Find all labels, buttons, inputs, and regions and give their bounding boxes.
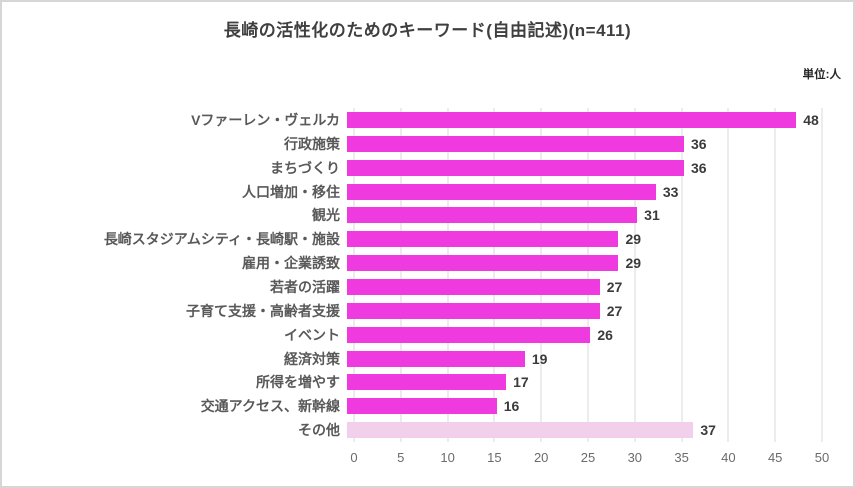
x-axis-tick-label: 0 bbox=[350, 450, 358, 465]
gridline bbox=[540, 108, 542, 442]
bar bbox=[347, 278, 600, 295]
bar-track: 33 bbox=[347, 180, 815, 204]
bar-track: 27 bbox=[347, 275, 815, 299]
bar-row: 子育て支援・高齢者支援 27 bbox=[2, 299, 853, 323]
x-axis-tick-label: 15 bbox=[487, 450, 502, 465]
bar-track: 48 bbox=[347, 108, 819, 132]
bar bbox=[347, 350, 525, 367]
bar bbox=[347, 398, 497, 415]
category-label: イベント bbox=[284, 326, 340, 343]
bar-track: 27 bbox=[347, 299, 815, 323]
bar bbox=[347, 111, 797, 128]
bar-row: 所得を増やす 17 bbox=[2, 370, 853, 394]
bar-value-label: 26 bbox=[597, 326, 613, 343]
bar-track: 29 bbox=[347, 227, 815, 251]
bar-track: 31 bbox=[347, 203, 815, 227]
bar-track: 36 bbox=[347, 156, 815, 180]
bar-value-label: 33 bbox=[662, 183, 679, 200]
bar-value-label: 19 bbox=[531, 350, 548, 367]
bar bbox=[347, 135, 684, 152]
bar-value-label: 27 bbox=[606, 302, 623, 319]
bar-row: 交通アクセス、新幹線 16 bbox=[2, 394, 853, 418]
bar bbox=[347, 231, 619, 248]
x-axis-tick-label: 45 bbox=[767, 450, 783, 465]
bar-row: 人口増加・移住 33 bbox=[2, 180, 853, 204]
bar-track: 29 bbox=[347, 251, 815, 275]
category-label: 経済対策 bbox=[284, 350, 340, 367]
bar bbox=[347, 183, 656, 200]
category-label: 長崎スタジアムシティ・長崎駅・施設 bbox=[103, 231, 340, 248]
bar bbox=[347, 302, 600, 319]
bar-value-label: 36 bbox=[690, 159, 707, 176]
x-axis-tick-label: 20 bbox=[533, 450, 549, 465]
bar-track: 16 bbox=[347, 394, 815, 418]
category-label: 所得を増やす bbox=[256, 374, 340, 391]
gridline bbox=[353, 108, 355, 442]
category-label: その他 bbox=[298, 422, 340, 439]
x-axis-tick-label: 25 bbox=[580, 450, 596, 465]
bar bbox=[347, 374, 507, 391]
x-axis-tick-label: 50 bbox=[814, 450, 830, 465]
x-axis-tick-label: 10 bbox=[440, 450, 455, 465]
bar-rows: Vファーレン・ヴェルカ 48 行政施策 36 まちづくり 36 人口増加・移住 … bbox=[2, 108, 853, 442]
gridline bbox=[493, 108, 495, 442]
bar bbox=[347, 326, 591, 343]
bar-track: 19 bbox=[347, 347, 815, 371]
gridline bbox=[634, 108, 636, 442]
bar-value-label: 48 bbox=[803, 111, 819, 128]
gridline bbox=[400, 108, 402, 442]
category-label: まちづくり bbox=[270, 159, 340, 176]
category-label: 人口増加・移住 bbox=[242, 183, 340, 200]
bar-track: 17 bbox=[347, 370, 815, 394]
bar-track: 36 bbox=[347, 132, 815, 156]
x-axis-tick-label: 30 bbox=[627, 450, 643, 465]
gridline bbox=[821, 108, 823, 442]
bar-row: 長崎スタジアムシティ・長崎駅・施設 29 bbox=[2, 227, 853, 251]
bar-value-label: 27 bbox=[606, 278, 623, 295]
bar-row: Vファーレン・ヴェルカ 48 bbox=[2, 108, 853, 132]
bar-track: 37 bbox=[347, 418, 815, 442]
category-label: 雇用・企業誘致 bbox=[242, 255, 340, 272]
bar-row: その他 37 bbox=[2, 418, 853, 442]
unit-label: 単位:人 bbox=[802, 69, 841, 81]
bar bbox=[347, 255, 619, 272]
category-label: 観光 bbox=[312, 207, 340, 224]
bar-row: 雇用・企業誘致 29 bbox=[2, 251, 853, 275]
bar-row: 観光 31 bbox=[2, 203, 853, 227]
plot-area bbox=[353, 108, 823, 442]
gridlines bbox=[353, 108, 823, 442]
gridline bbox=[681, 108, 683, 442]
bar-row: 経済対策 19 bbox=[2, 347, 853, 371]
gridline bbox=[447, 108, 449, 442]
chart-title: 長崎の活性化のためのキーワード(自由記述)(n=411) bbox=[223, 21, 632, 40]
bar-value-label: 31 bbox=[644, 207, 660, 224]
bar-value-label: 37 bbox=[700, 422, 716, 439]
bar-row: まちづくり 36 bbox=[2, 156, 853, 180]
bar-row: イベント 26 bbox=[2, 323, 853, 347]
x-axis-tick-label: 40 bbox=[721, 450, 736, 465]
category-label: 子育て支援・高齢者支援 bbox=[186, 302, 340, 319]
bar-value-label: 36 bbox=[690, 135, 707, 152]
bar bbox=[347, 159, 684, 176]
bar-track: 26 bbox=[347, 323, 815, 347]
category-label: 若者の活躍 bbox=[270, 278, 340, 295]
bar-value-label: 29 bbox=[625, 255, 642, 272]
bar-row: 若者の活躍 27 bbox=[2, 275, 853, 299]
category-label: 行政施策 bbox=[284, 135, 340, 152]
bar-value-label: 16 bbox=[503, 398, 520, 415]
x-axis-tick-label: 5 bbox=[397, 450, 405, 465]
x-axis: 0 5 10 15 20 25 30 35 40 45 50 bbox=[350, 450, 829, 470]
gridline bbox=[727, 108, 729, 442]
bar-value-label: 17 bbox=[513, 374, 529, 391]
bar-value-label: 29 bbox=[625, 231, 642, 248]
x-axis-tick-label: 35 bbox=[674, 450, 689, 465]
bar bbox=[347, 207, 638, 224]
gridline bbox=[587, 108, 589, 442]
bar bbox=[347, 422, 694, 439]
bar-row: 行政施策 36 bbox=[2, 132, 853, 156]
category-label: 交通アクセス、新幹線 bbox=[200, 398, 340, 415]
category-label: Vファーレン・ヴェルカ bbox=[191, 111, 340, 128]
gridline bbox=[774, 108, 776, 442]
